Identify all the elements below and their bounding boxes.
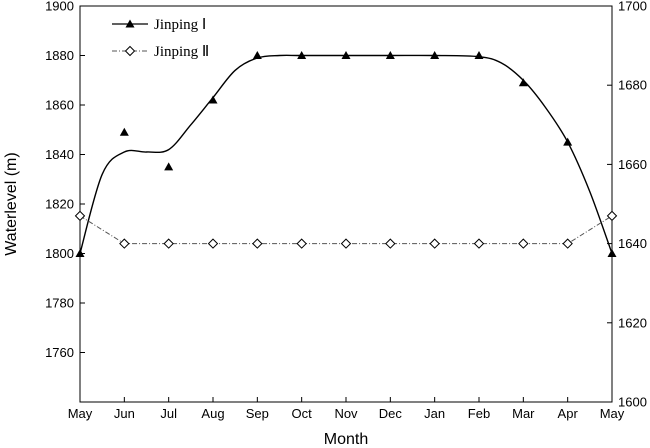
x-tick-label-jan-8: Jan — [424, 406, 445, 421]
point-jinping-2-6 — [340, 238, 352, 249]
legend-marker-jinping-1 — [125, 19, 135, 28]
y-right-tick-label-1640: 1640 — [618, 236, 647, 251]
point-jinping-1-0 — [75, 249, 85, 257]
y-left-tick-label-1840: 1840 — [45, 147, 74, 162]
y-left-tick-label-1880: 1880 — [45, 48, 74, 63]
point-jinping-1-7 — [385, 51, 395, 59]
point-jinping-1-8 — [430, 51, 440, 59]
legend-label-jinping-1: Jinping Ⅰ — [154, 17, 206, 33]
point-jinping-2-1 — [119, 238, 130, 249]
x-tick-label-dec-7: Dec — [379, 406, 403, 421]
x-tick-label-apr-11: Apr — [558, 406, 579, 421]
point-jinping-2-2 — [163, 238, 174, 249]
x-tick-label-may-12: May — [600, 406, 625, 421]
point-jinping-2-0 — [74, 210, 86, 222]
point-jinping-1-4 — [252, 51, 262, 59]
ticks-layer: May Jun Jul Aug Sep Oct Nov Dec Jan Feb Mar Apr May1… — [45, 0, 647, 421]
x-axis-title: Month — [324, 431, 368, 448]
point-jinping-2-12 — [606, 210, 618, 222]
x-tick-label-jun-1: Jun — [114, 406, 135, 421]
x-tick-label-nov-6: Nov — [334, 406, 358, 421]
y-right-tick-label-1600: 1600 — [618, 395, 647, 410]
point-jinping-1-3 — [208, 95, 218, 104]
y-left-tick-label-1760: 1760 — [45, 345, 74, 360]
y-left-tick-label-1860: 1860 — [45, 98, 74, 113]
x-tick-label-oct-5: Oct — [292, 406, 313, 421]
series-layer — [74, 51, 618, 257]
point-jinping-1-11 — [563, 137, 573, 146]
legend-marker-jinping-2 — [124, 45, 136, 57]
legend-label-jinping-2: Jinping Ⅱ — [154, 44, 209, 60]
legend: Jinping Ⅰ Jinping Ⅱ — [112, 17, 209, 60]
x-tick-label-may-0: May — [68, 406, 93, 421]
y-right-tick-label-1660: 1660 — [618, 157, 647, 172]
y-right-tick-label-1680: 1680 — [618, 78, 647, 93]
point-jinping-1-9 — [474, 51, 484, 59]
y-left-tick-label-1800: 1800 — [45, 246, 74, 261]
y-right-tick-label-1700: 1700 — [618, 0, 647, 14]
x-tick-label-mar-10: Mar — [512, 406, 535, 421]
plot-frame — [79, 5, 613, 403]
point-jinping-1-1 — [119, 127, 129, 136]
point-jinping-1-5 — [297, 51, 307, 59]
y-axis-title: Waterlevel (m) — [3, 152, 20, 255]
point-jinping-1-10 — [518, 78, 528, 87]
point-jinping-2-8 — [429, 238, 440, 249]
point-jinping-2-11 — [562, 238, 573, 249]
point-jinping-1-12 — [607, 249, 617, 257]
point-jinping-2-4 — [252, 238, 263, 249]
point-jinping-1-6 — [341, 51, 351, 59]
point-jinping-2-9 — [473, 238, 485, 249]
point-jinping-2-3 — [207, 238, 219, 249]
x-tick-label-aug-3: Aug — [201, 406, 224, 421]
y-right-tick-label-1620: 1620 — [618, 315, 647, 330]
x-tick-label-sep-4: Sep — [246, 406, 269, 421]
y-left-tick-label-1900: 1900 — [45, 0, 74, 14]
point-jinping-2-10 — [518, 238, 529, 249]
x-tick-label-jul-2: Jul — [160, 406, 177, 421]
series-line-jinping-1 — [79, 54, 613, 254]
y-left-tick-label-1780: 1780 — [45, 296, 74, 311]
point-jinping-1-2 — [164, 162, 174, 171]
x-tick-label-feb-9: Feb — [468, 406, 490, 421]
point-jinping-2-7 — [385, 238, 396, 249]
point-jinping-2-5 — [296, 238, 307, 249]
y-left-tick-label-1820: 1820 — [45, 197, 74, 212]
